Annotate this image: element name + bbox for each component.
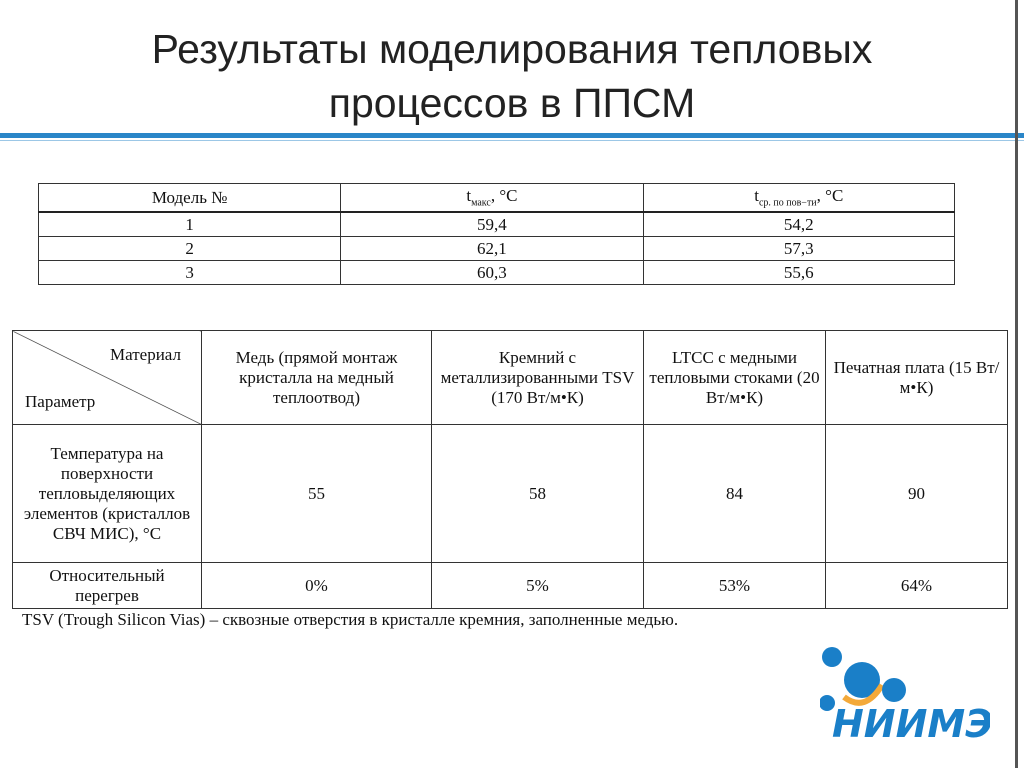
table-header-row: Модель № tмакс, °C tср. по пов−ти, °C	[37, 183, 956, 213]
table-row: 1 59,4 54,2	[37, 211, 956, 237]
header-model: Модель №	[37, 183, 342, 213]
footnote: TSV (Trough Silicon Vias) – сквозные отв…	[22, 610, 679, 629]
row-label: Относительный перегрев	[12, 562, 202, 609]
corner-cell: Материал Параметр	[12, 330, 202, 425]
table-row: 3 60,3 55,6	[37, 260, 956, 285]
title-divider	[0, 133, 1024, 138]
table-row: Относительный перегрев 0% 5% 53% 64%	[12, 562, 1008, 609]
table-row: Температура на поверхности тепловыделяющ…	[12, 424, 1008, 563]
table-header-row: Материал Параметр Медь (прямой монтаж кр…	[12, 330, 1008, 425]
niime-logo: НИИМЭ	[820, 647, 990, 745]
column-header: LTCC с медными тепловыми стоками (20 Вт/…	[643, 330, 826, 425]
row-label: Температура на поверхности тепловыделяющ…	[12, 424, 202, 563]
logo-text: НИИМЭ	[832, 702, 990, 745]
header-tmax: tмакс, °C	[340, 183, 644, 213]
title-divider-thin	[0, 140, 1024, 141]
column-header: Кремний с металлизированными TSV (170 Вт…	[431, 330, 644, 425]
slide-edge	[1015, 0, 1018, 768]
column-header: Печатная плата (15 Вт/м•К)	[825, 330, 1008, 425]
slide-title: Результаты моделирования тепловых процес…	[151, 26, 873, 126]
table-row: 2 62,1 57,3	[37, 236, 956, 261]
column-header: Медь (прямой монтаж кристалла на медный …	[201, 330, 432, 425]
materials-comparison-table: Материал Параметр Медь (прямой монтаж кр…	[12, 330, 1008, 609]
header-tavg: tср. по пов−ти, °C	[642, 183, 956, 213]
